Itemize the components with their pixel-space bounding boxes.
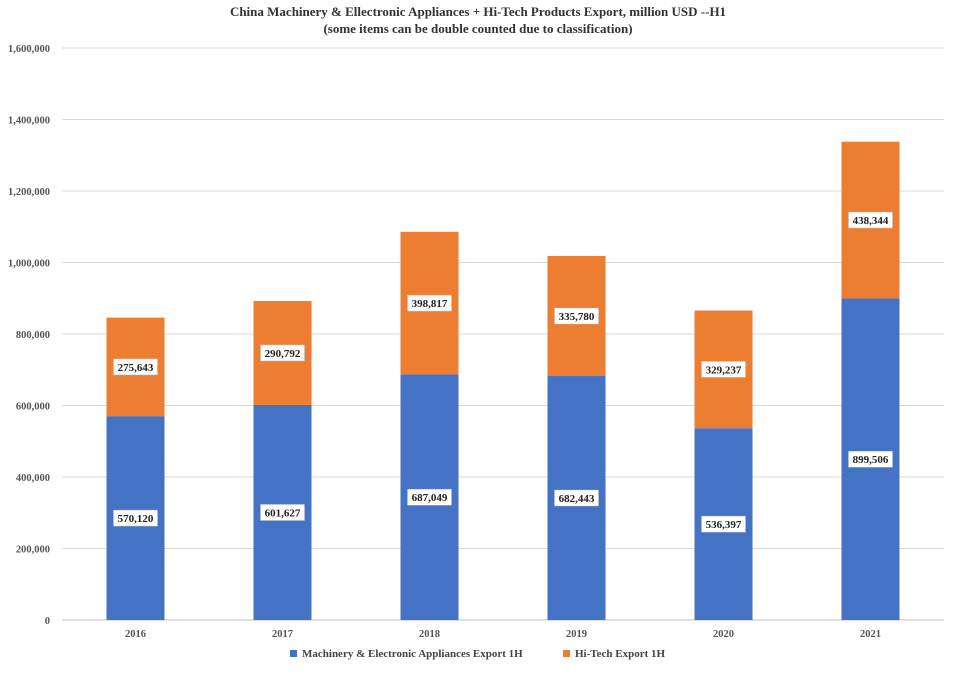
data-label-box [848, 211, 893, 229]
data-label-box [701, 515, 746, 533]
y-tick-label: 1,200,000 [8, 187, 50, 198]
y-tick-label: 1,400,000 [8, 116, 50, 127]
x-tick-label: 2021 [860, 629, 881, 640]
chart-title: China Machinery & Ellectronic Appliances… [229, 4, 727, 19]
y-tick-label: 0 [45, 616, 50, 627]
legend-label: Machinery & Electronic Appliances Export… [302, 648, 523, 660]
data-label: 899,506 [853, 454, 889, 466]
data-label: 329,237 [706, 364, 742, 376]
legend-swatch [290, 650, 297, 657]
data-label: 290,792 [265, 348, 301, 360]
data-label: 570,120 [118, 513, 154, 525]
data-label: 438,344 [853, 215, 889, 227]
data-label: 275,643 [118, 362, 154, 374]
data-label: 682,443 [559, 493, 595, 505]
data-label: 536,397 [706, 519, 742, 531]
data-label: 601,627 [265, 507, 301, 519]
data-label-box [113, 509, 158, 527]
data-label-box [554, 307, 599, 325]
data-label-box [407, 488, 452, 506]
y-tick-label: 400,000 [16, 473, 50, 484]
data-label-box [113, 358, 158, 376]
data-label-box [848, 450, 893, 468]
data-label: 398,817 [412, 298, 448, 310]
y-tick-label: 200,000 [16, 545, 50, 556]
x-tick-label: 2018 [419, 629, 440, 640]
y-tick-label: 1,600,000 [8, 44, 50, 55]
data-label-box [260, 504, 305, 521]
chart-subtitle: (some items can be double counted due to… [323, 21, 633, 36]
x-tick-label: 2019 [566, 629, 587, 640]
x-tick-label: 2020 [713, 629, 734, 640]
data-label-box [260, 344, 305, 362]
data-label-box [701, 361, 746, 378]
y-tick-label: 800,000 [16, 330, 50, 341]
data-label-box [407, 294, 452, 312]
data-label: 687,049 [412, 492, 448, 504]
data-label: 335,780 [559, 311, 595, 323]
x-tick-label: 2017 [272, 629, 293, 640]
data-label-box [554, 489, 599, 507]
y-tick-label: 600,000 [16, 402, 50, 413]
x-tick-label: 2016 [125, 629, 146, 640]
legend-label: Hi-Tech Export 1H [575, 648, 665, 660]
y-tick-label: 1,000,000 [8, 259, 50, 270]
legend-swatch [563, 650, 570, 657]
